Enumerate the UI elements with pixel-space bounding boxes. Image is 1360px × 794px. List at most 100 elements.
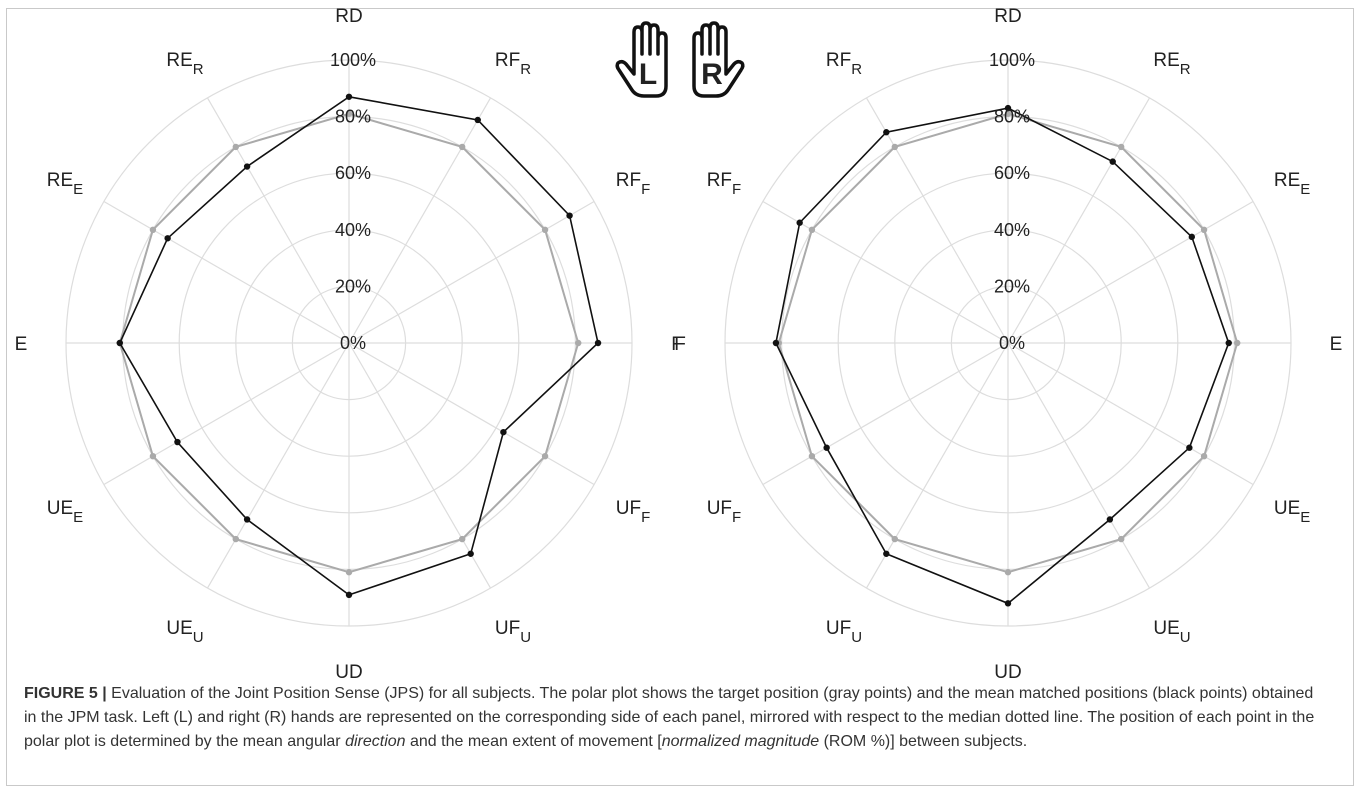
grid-spoke xyxy=(206,342,350,589)
matched-point xyxy=(1106,516,1114,523)
direction-label: RFR xyxy=(826,50,862,78)
direction-label: RD xyxy=(994,6,1021,27)
matched-point xyxy=(243,163,251,170)
grid-spoke xyxy=(103,200,350,344)
caption-italic-term: normalized magnitude xyxy=(661,733,820,750)
matched-point xyxy=(1225,339,1232,347)
grid-spoke xyxy=(1007,200,1254,344)
matched-point xyxy=(500,428,507,436)
caption-italic-term: direction xyxy=(345,733,406,750)
target-point xyxy=(1234,339,1241,347)
radial-tick-label: 60% xyxy=(994,163,1030,183)
direction-label: RD xyxy=(335,6,362,27)
grid-spoke xyxy=(103,342,350,486)
direction-label: UFF xyxy=(616,498,651,526)
grid-spoke xyxy=(348,97,492,344)
direction-label: F xyxy=(671,334,683,355)
direction-label: UFU xyxy=(495,618,531,646)
direction-label: RER xyxy=(1153,50,1190,78)
radial-tick-label: 100% xyxy=(989,50,1035,70)
direction-label-sub: U xyxy=(1180,629,1191,646)
matched-point xyxy=(1186,444,1193,451)
caption-text: (ROM %)] between subjects. xyxy=(819,733,1028,750)
target-point xyxy=(541,453,549,460)
direction-label-sub: U xyxy=(851,629,862,646)
direction-label-sub: R xyxy=(851,61,862,78)
grid-spoke xyxy=(348,342,492,589)
direction-label-sub: F xyxy=(732,509,741,526)
direction-label: RFF xyxy=(707,170,742,198)
direction-label-sub: R xyxy=(1180,61,1191,78)
matched-point xyxy=(594,339,602,347)
radial-tick-label: 20% xyxy=(994,276,1030,296)
matched-point xyxy=(1004,600,1012,607)
direction-label: UFU xyxy=(826,618,862,646)
direction-label-main: UF xyxy=(495,618,520,639)
direction-label-main: RF xyxy=(826,50,851,71)
radial-tick-label: 100% xyxy=(330,50,376,70)
direction-label-sub: U xyxy=(193,629,204,646)
target-point xyxy=(345,569,353,576)
direction-label-sub: E xyxy=(73,509,83,526)
direction-label: UEU xyxy=(166,618,203,646)
direction-label-main: UE xyxy=(166,618,192,639)
matched-point xyxy=(1109,158,1116,165)
direction-label-main: RF xyxy=(616,170,641,191)
target-point xyxy=(575,339,582,347)
target-point xyxy=(149,453,157,460)
target-point xyxy=(345,110,353,117)
matched-point xyxy=(474,116,481,124)
direction-label-main: RF xyxy=(495,50,520,71)
radial-tick-label: 20% xyxy=(335,276,371,296)
direction-label-sub: E xyxy=(1300,181,1310,198)
direction-label-main: UF xyxy=(826,618,851,639)
direction-label: UD xyxy=(335,662,362,680)
direction-label: RFR xyxy=(495,50,531,78)
direction-label-main: RE xyxy=(166,50,192,71)
direction-label: UEE xyxy=(47,498,83,526)
direction-label-main: RE xyxy=(1274,170,1300,191)
caption-text: Evaluation of the Joint Position Sense (… xyxy=(24,685,1315,750)
target-point xyxy=(232,535,239,543)
direction-label: REE xyxy=(47,170,83,198)
target-point xyxy=(459,143,466,151)
hand-outline xyxy=(615,21,668,98)
matched-point xyxy=(883,550,890,557)
matched-point xyxy=(174,438,181,446)
matched-point xyxy=(1004,104,1012,112)
direction-label-sub: R xyxy=(193,61,204,78)
direction-label-sub: F xyxy=(641,509,650,526)
matched-point xyxy=(116,339,123,347)
radial-tick-label: 0% xyxy=(340,333,366,353)
direction-label: E xyxy=(15,334,28,355)
direction-label-main: UF xyxy=(616,498,641,519)
direction-label: UEU xyxy=(1153,618,1190,646)
grid-spoke xyxy=(206,97,350,344)
radial-tick-label: 60% xyxy=(335,163,371,183)
direction-label-sub: F xyxy=(732,181,741,198)
target-point xyxy=(808,226,816,233)
hand-outline xyxy=(692,21,745,98)
matched-point xyxy=(796,219,803,226)
direction-label-main: E xyxy=(1330,334,1343,355)
caption-label: FIGURE 5 | xyxy=(24,685,107,702)
direction-label-main: F xyxy=(671,334,683,355)
caption-text: and the mean extent of movement [ xyxy=(405,733,662,750)
left-hand-icon: L xyxy=(615,21,668,98)
target-point xyxy=(1200,226,1208,233)
target-point xyxy=(232,143,239,151)
matched-point xyxy=(566,212,573,219)
direction-label-main: RF xyxy=(707,170,732,191)
left-polar-panel: 0%20%40%60%80%100%RDRFRRFFFUFFUFUUDUEUUE… xyxy=(15,6,683,680)
target-point xyxy=(459,535,466,543)
direction-label: UD xyxy=(994,662,1021,680)
grid-spoke xyxy=(348,342,595,486)
direction-label: E xyxy=(1330,334,1343,355)
target-point xyxy=(1118,535,1125,543)
direction-label: RFF xyxy=(616,170,651,198)
direction-label-sub: R xyxy=(520,61,531,78)
direction-label-main: UD xyxy=(335,662,362,680)
direction-label-main: UE xyxy=(47,498,73,519)
direction-label-main: F xyxy=(674,334,686,355)
target-point xyxy=(149,226,157,233)
